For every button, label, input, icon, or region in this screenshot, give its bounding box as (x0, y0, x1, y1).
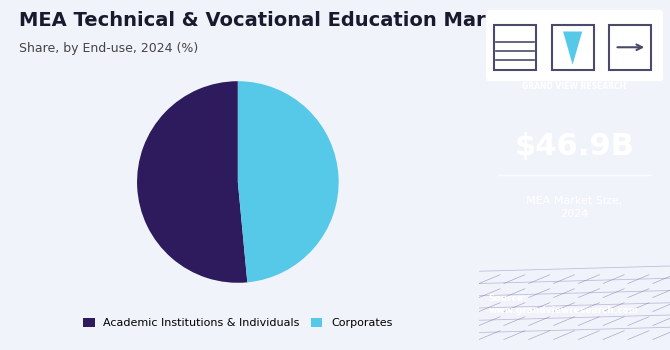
FancyBboxPatch shape (486, 10, 663, 80)
Text: GRAND VIEW RESEARCH: GRAND VIEW RESEARCH (523, 82, 626, 91)
Polygon shape (563, 32, 582, 65)
Text: $46.9B: $46.9B (515, 133, 634, 161)
FancyBboxPatch shape (609, 25, 651, 70)
Text: Share, by End-use, 2024 (%): Share, by End-use, 2024 (%) (19, 42, 198, 55)
Wedge shape (238, 81, 338, 282)
Legend: Academic Institutions & Individuals, Corporates: Academic Institutions & Individuals, Cor… (79, 314, 397, 333)
FancyBboxPatch shape (494, 25, 536, 70)
Text: MEA Technical & Vocational Education Market: MEA Technical & Vocational Education Mar… (19, 10, 521, 29)
Wedge shape (137, 81, 247, 283)
Text: MEA Market Size,
2024: MEA Market Size, 2024 (527, 196, 622, 219)
Text: Source:
www.grandviewresearch.com: Source: www.grandviewresearch.com (488, 294, 639, 315)
FancyBboxPatch shape (551, 25, 594, 70)
